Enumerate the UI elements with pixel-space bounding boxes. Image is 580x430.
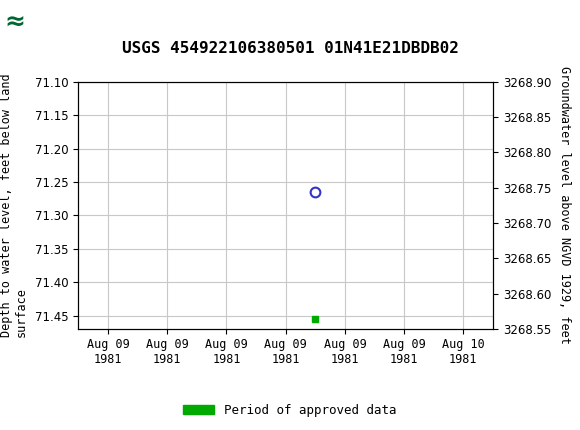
Y-axis label: Groundwater level above NGVD 1929, feet: Groundwater level above NGVD 1929, feet	[558, 66, 571, 344]
Y-axis label: Depth to water level, feet below land
surface: Depth to water level, feet below land su…	[0, 74, 28, 337]
Text: USGS: USGS	[58, 13, 118, 32]
Text: USGS 454922106380501 01N41E21DBDB02: USGS 454922106380501 01N41E21DBDB02	[122, 41, 458, 56]
Text: ≈: ≈	[5, 11, 26, 34]
FancyBboxPatch shape	[3, 3, 52, 42]
Legend: Period of approved data: Period of approved data	[178, 399, 402, 421]
